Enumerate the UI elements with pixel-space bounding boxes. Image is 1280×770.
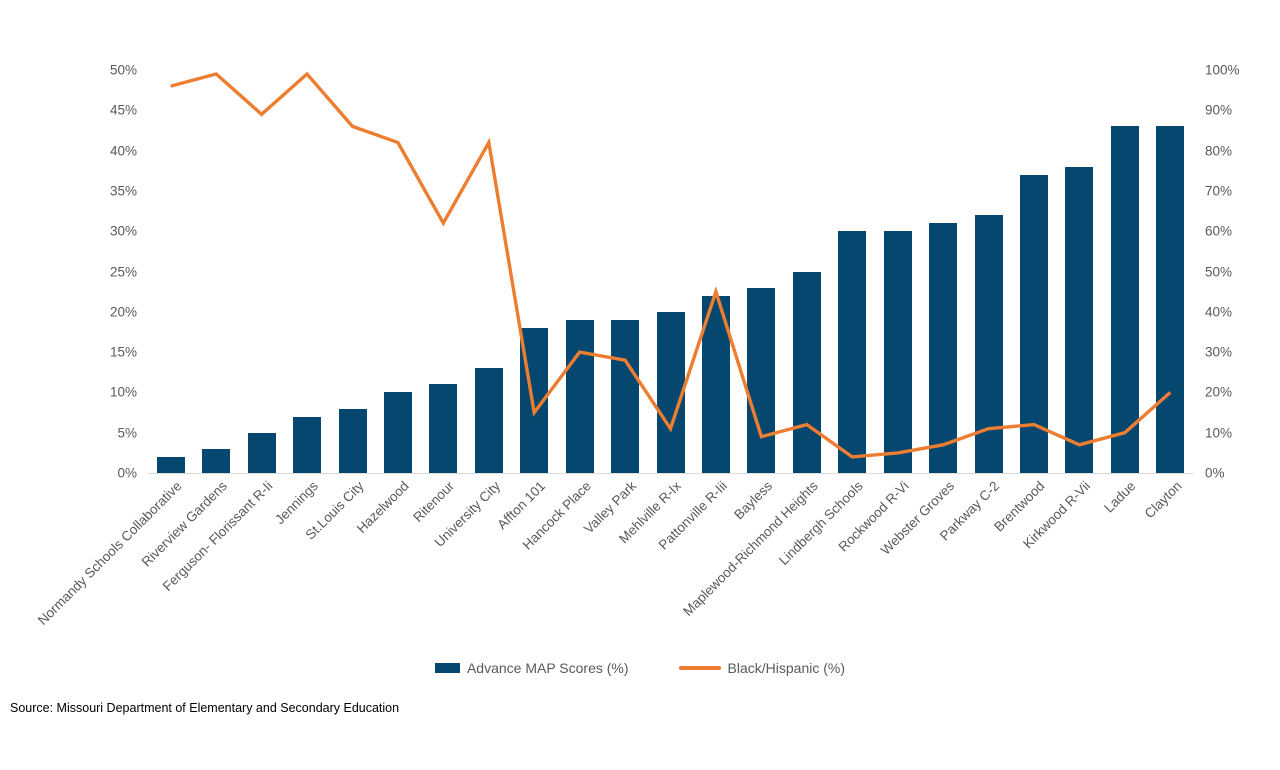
- x-axis-label: Maplewood-Richmond Heights: [680, 478, 821, 619]
- x-axis-label: Clayton: [1141, 478, 1185, 522]
- left-axis-tick: 5%: [117, 424, 137, 440]
- bar: [338, 408, 367, 473]
- bar: [792, 271, 821, 473]
- left-axis-tick: 50%: [109, 62, 137, 78]
- legend-item-bar-series: Advance MAP Scores (%): [434, 660, 629, 676]
- x-axis-label: Hazelwood: [353, 478, 412, 537]
- x-axis-label: Normandy Schools Collaborative: [34, 478, 185, 628]
- bar: [838, 231, 867, 473]
- x-axis-label: Rockwood R-Vi: [835, 478, 912, 555]
- bar: [156, 456, 185, 473]
- left-axis-tick: 40%: [109, 142, 137, 158]
- right-axis-tick: 10%: [1205, 424, 1233, 440]
- bar: [1110, 126, 1139, 473]
- x-axis-label: Hancock Place: [519, 478, 594, 553]
- left-axis-tick: 0%: [117, 465, 137, 481]
- left-axis-tick: 35%: [109, 183, 137, 199]
- x-axis-line: [148, 473, 1193, 474]
- left-axis-tick: 20%: [109, 304, 137, 320]
- source-note: Source: Missouri Department of Elementar…: [10, 701, 400, 715]
- right-axis-tick: 70%: [1205, 183, 1233, 199]
- right-axis-tick: 30%: [1205, 344, 1233, 360]
- left-axis-tick: 25%: [109, 263, 137, 279]
- right-axis-tick: 40%: [1205, 304, 1233, 320]
- bar: [474, 368, 503, 473]
- left-axis-tick: 10%: [109, 384, 137, 400]
- x-axis-label: Brentwood: [991, 478, 1048, 535]
- line-series-swatch-icon: [678, 666, 721, 670]
- line-series-layer: [148, 70, 1193, 473]
- left-axis-tick: 45%: [109, 102, 137, 118]
- right-axis-tick: 80%: [1205, 142, 1233, 158]
- x-axis-label: Ritenour: [410, 478, 458, 525]
- x-axis-label: University City: [431, 478, 503, 550]
- x-axis-label: Bayless: [731, 478, 776, 523]
- bar: [293, 416, 321, 473]
- x-axis-label: Pattonville R-Iii: [655, 478, 730, 553]
- x-axis-label: Valley Park: [580, 478, 640, 537]
- right-axis-tick: 20%: [1205, 384, 1233, 400]
- x-axis-label: St.Louis City: [302, 478, 367, 543]
- bar: [1065, 166, 1094, 473]
- bar: [429, 384, 458, 473]
- legend-line-label: Black/Hispanic (%): [727, 660, 846, 676]
- x-axis-label: Webster Groves: [877, 478, 958, 558]
- bar: [565, 319, 594, 473]
- chart-legend: Advance MAP Scores (%) Black/Hispanic (%…: [0, 660, 1280, 676]
- x-axis-label: Ferguson- Florissant R-Ii: [159, 478, 276, 594]
- right-axis-tick: 100%: [1205, 62, 1240, 78]
- left-axis-tick: 15%: [109, 344, 137, 360]
- bar: [202, 448, 231, 473]
- left-axis-tick: 30%: [109, 223, 137, 239]
- x-axis-label: Parkway C-2: [937, 478, 1003, 544]
- right-axis-tick: 0%: [1205, 465, 1225, 481]
- x-axis-label: Riverview Gardens: [138, 478, 231, 570]
- bar-series-layer: [148, 70, 1193, 473]
- x-axis-label: Affton 101: [494, 478, 549, 533]
- bar: [383, 392, 412, 473]
- x-axis-label: Ladue: [1101, 478, 1139, 516]
- bar: [611, 319, 640, 473]
- right-axis-tick: 50%: [1205, 263, 1233, 279]
- bar: [883, 231, 912, 473]
- x-axis-label: Mehlville R-Ix: [616, 478, 685, 547]
- bar-series-swatch-icon: [434, 663, 460, 673]
- right-axis-tick: 60%: [1205, 223, 1233, 239]
- bar: [247, 432, 276, 473]
- bar: [1156, 126, 1185, 473]
- legend-item-line-series: Black/Hispanic (%): [678, 660, 846, 676]
- x-axis-label: Jennings: [272, 478, 321, 528]
- bar: [656, 311, 685, 473]
- bar: [929, 223, 958, 473]
- x-axis-label: Kirkwood R-Vii: [1020, 478, 1094, 552]
- x-axis-label: Lindbergh Schools: [776, 478, 867, 568]
- legend-bar-label: Advance MAP Scores (%): [466, 660, 629, 676]
- line-series: [170, 71, 1172, 459]
- line-series-svg: [170, 71, 1172, 459]
- right-axis-tick: 90%: [1205, 102, 1233, 118]
- bar: [747, 287, 776, 473]
